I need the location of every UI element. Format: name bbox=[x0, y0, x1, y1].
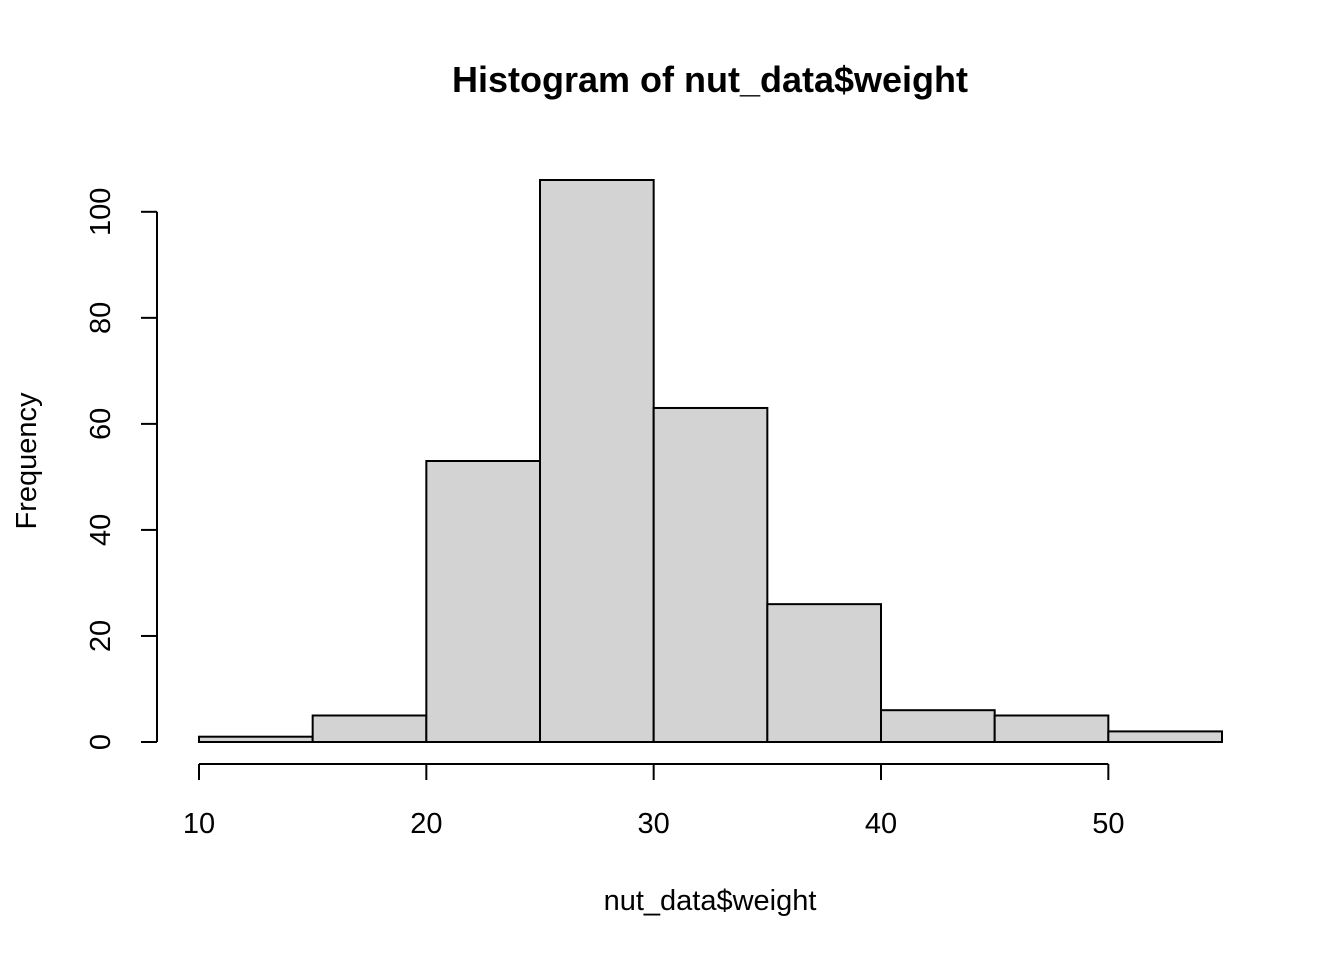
y-tick-label-0: 0 bbox=[85, 734, 117, 750]
y-axis: 0 20 40 60 80 100 bbox=[85, 188, 158, 750]
x-tick-label-10: 10 bbox=[183, 808, 215, 840]
x-tick-label-40: 40 bbox=[865, 808, 897, 840]
histogram-bar-8 bbox=[1107, 730, 1224, 744]
histogram-bar-5 bbox=[766, 603, 882, 743]
x-axis: 10 20 30 40 50 bbox=[183, 763, 1124, 840]
histogram-bar-0 bbox=[198, 735, 314, 744]
chart-title: Histogram of nut_data$weight bbox=[452, 59, 968, 100]
x-tick-label-50: 50 bbox=[1092, 808, 1124, 840]
histogram-bar-7 bbox=[993, 714, 1110, 743]
histogram-bar-4 bbox=[652, 406, 769, 743]
y-tick-label-40: 40 bbox=[85, 514, 117, 546]
x-axis-label: nut_data$weight bbox=[604, 885, 817, 917]
histogram-bar-2 bbox=[425, 460, 542, 743]
histogram-bar-1 bbox=[311, 714, 428, 743]
bars-group bbox=[198, 179, 1224, 744]
x-tick-label-20: 20 bbox=[410, 808, 442, 840]
histogram-bar-6 bbox=[880, 709, 996, 743]
histogram-bar-3 bbox=[539, 179, 655, 743]
y-tick-label-80: 80 bbox=[85, 302, 117, 334]
x-tick-label-30: 30 bbox=[638, 808, 670, 840]
y-tick-label-20: 20 bbox=[85, 620, 117, 652]
y-tick-label-100: 100 bbox=[85, 188, 117, 236]
y-tick-label-60: 60 bbox=[85, 408, 117, 440]
y-axis-label: Frequency bbox=[11, 392, 43, 530]
